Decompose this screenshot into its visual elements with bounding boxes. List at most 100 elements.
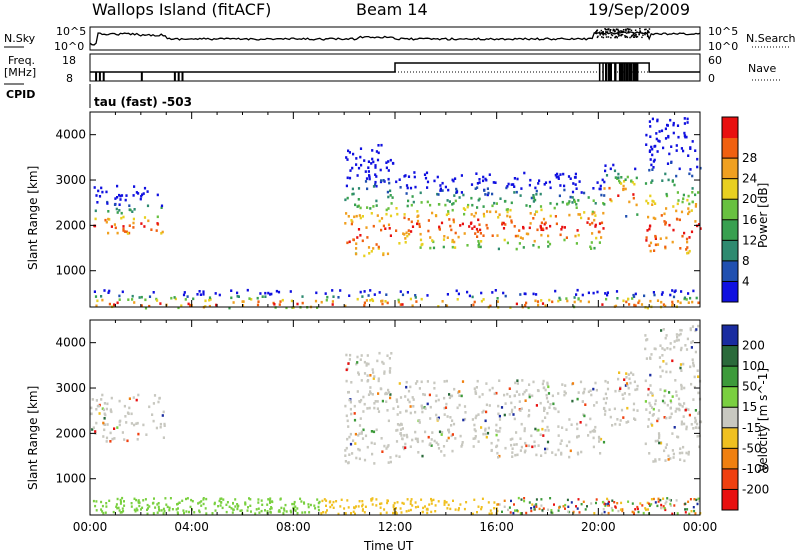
- data-cell: [160, 509, 163, 512]
- data-cell: [419, 246, 422, 249]
- data-cell: [571, 201, 574, 204]
- data-cell: [143, 225, 146, 228]
- data-cell: [542, 434, 545, 437]
- data-cell: [284, 503, 287, 507]
- data-cell: [654, 399, 657, 402]
- data-cell: [497, 503, 500, 506]
- data-cell: [664, 502, 667, 505]
- data-cell: [532, 200, 535, 203]
- data-cell: [392, 511, 394, 515]
- data-cell: [122, 510, 125, 513]
- data-cell: [536, 300, 540, 303]
- data-cell: [458, 507, 460, 510]
- data-cell: [589, 389, 592, 392]
- data-cell: [600, 236, 603, 239]
- data-cell: [209, 298, 212, 301]
- data-cell: [355, 505, 357, 508]
- data-cell: [473, 423, 476, 427]
- data-cell: [675, 339, 678, 342]
- data-cell: [687, 500, 690, 503]
- data-cell: [301, 511, 304, 514]
- data-cell: [399, 428, 403, 431]
- data-cell: [567, 505, 570, 508]
- data-cell: [157, 400, 160, 404]
- data-cell: [497, 456, 500, 459]
- freq-marker: [609, 63, 611, 81]
- data-cell: [105, 505, 108, 508]
- data-cell: [570, 501, 573, 504]
- data-cell: [459, 224, 462, 227]
- data-cell: [664, 508, 667, 512]
- data-cell: [461, 441, 464, 444]
- data-cell: [109, 431, 112, 435]
- data-cell: [437, 443, 440, 446]
- data-cell: [247, 506, 249, 509]
- data-cell: [508, 413, 511, 416]
- data-cell: [120, 211, 123, 215]
- data-cell: [682, 415, 685, 418]
- data-cell: [168, 509, 171, 512]
- data-cell: [377, 410, 381, 413]
- data-cell: [443, 413, 446, 416]
- data-cell: [691, 140, 694, 143]
- data-cell: [375, 243, 378, 246]
- data-cell: [603, 194, 606, 197]
- freq-marker: [177, 72, 180, 81]
- data-cell: [357, 166, 361, 170]
- data-cell: [294, 509, 297, 512]
- data-cell: [576, 288, 579, 292]
- data-cell: [280, 506, 283, 510]
- data-cell: [552, 402, 555, 406]
- data-cell: [565, 297, 568, 300]
- data-cell: [102, 421, 105, 425]
- data-cell: [699, 420, 703, 424]
- data-cell: [236, 503, 239, 506]
- data-cell: [482, 175, 485, 179]
- data-cell: [476, 186, 479, 189]
- data-cell: [289, 509, 292, 513]
- data-cell: [654, 459, 657, 463]
- data-cell: [405, 192, 408, 195]
- data-cell: [459, 503, 462, 506]
- data-cell: [576, 427, 579, 431]
- data-cell: [376, 359, 379, 363]
- data-cell: [244, 503, 247, 506]
- data-cell: [688, 413, 691, 417]
- nsearch-dot: [617, 33, 619, 36]
- data-cell: [382, 224, 385, 228]
- data-cell: [685, 135, 688, 139]
- data-cell: [379, 387, 382, 390]
- data-cell: [667, 458, 670, 461]
- data-cell: [631, 510, 634, 514]
- data-cell: [682, 149, 685, 153]
- data-cell: [689, 328, 692, 332]
- data-cell: [156, 222, 159, 225]
- data-cell: [447, 436, 450, 440]
- data-cell: [553, 503, 555, 506]
- data-cell: [587, 217, 590, 220]
- data-cell: [649, 299, 652, 303]
- data-cell: [528, 226, 531, 230]
- data-cell: [449, 224, 452, 228]
- data-cell: [532, 197, 536, 200]
- data-cell: [293, 502, 296, 506]
- data-cell: [358, 214, 361, 217]
- data-cell: [631, 502, 634, 505]
- data-cell: [370, 250, 373, 253]
- data-cell: [403, 213, 406, 216]
- data-cell: [442, 445, 446, 448]
- data-cell: [475, 172, 478, 175]
- data-cell: [186, 497, 189, 500]
- data-cell: [579, 380, 583, 384]
- data-cell: [690, 510, 693, 513]
- freq-trace: [90, 62, 700, 73]
- data-cell: [389, 214, 393, 218]
- colorbar-segment: [722, 281, 738, 303]
- data-cell: [456, 406, 459, 410]
- data-cell: [668, 416, 671, 420]
- data-cell: [347, 425, 350, 428]
- data-cell: [132, 396, 135, 399]
- data-cell: [344, 460, 347, 463]
- data-cell: [522, 392, 525, 396]
- colorbar-tick-label: 8: [742, 254, 750, 268]
